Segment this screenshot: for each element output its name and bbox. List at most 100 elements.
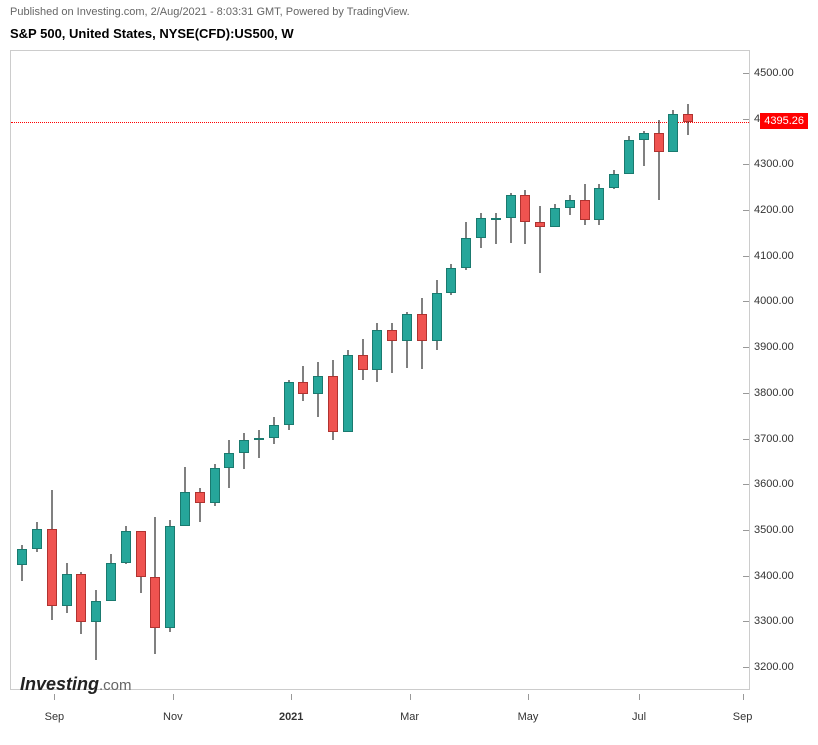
candlestick[interactable] bbox=[358, 51, 368, 691]
candlestick[interactable] bbox=[387, 51, 397, 691]
candlestick-body bbox=[550, 208, 560, 227]
candlestick[interactable] bbox=[62, 51, 72, 691]
y-axis-label: 4300.00 bbox=[754, 158, 810, 170]
candlestick-body bbox=[343, 355, 353, 432]
candlestick[interactable] bbox=[609, 51, 619, 691]
y-axis-tick bbox=[743, 393, 749, 394]
candlestick-wick bbox=[258, 430, 259, 457]
x-axis-label: 2021 bbox=[279, 711, 303, 723]
candlestick-body bbox=[535, 222, 545, 227]
y-axis-tick bbox=[743, 667, 749, 668]
candlestick-body bbox=[491, 218, 501, 220]
candlestick[interactable] bbox=[654, 51, 664, 691]
candlestick[interactable] bbox=[284, 51, 294, 691]
candlestick-body bbox=[165, 526, 175, 628]
candlestick[interactable] bbox=[417, 51, 427, 691]
chart-plot-area[interactable] bbox=[10, 50, 750, 690]
candlestick-body bbox=[328, 376, 338, 432]
candlestick[interactable] bbox=[372, 51, 382, 691]
candlestick[interactable] bbox=[224, 51, 234, 691]
candlestick[interactable] bbox=[239, 51, 249, 691]
candlestick-body bbox=[358, 355, 368, 371]
candlestick[interactable] bbox=[402, 51, 412, 691]
x-axis-label: Nov bbox=[163, 711, 183, 723]
candlestick[interactable] bbox=[269, 51, 279, 691]
candlestick[interactable] bbox=[210, 51, 220, 691]
candlestick[interactable] bbox=[343, 51, 353, 691]
candlestick[interactable] bbox=[313, 51, 323, 691]
candlestick-body bbox=[639, 133, 649, 140]
candlestick-wick bbox=[658, 120, 659, 200]
candlestick[interactable] bbox=[520, 51, 530, 691]
y-axis-label: 3900.00 bbox=[754, 341, 810, 353]
candlestick[interactable] bbox=[432, 51, 442, 691]
x-axis-label: Mar bbox=[400, 711, 419, 723]
candlestick[interactable] bbox=[106, 51, 116, 691]
candlestick[interactable] bbox=[491, 51, 501, 691]
candlestick[interactable] bbox=[121, 51, 131, 691]
candlestick[interactable] bbox=[668, 51, 678, 691]
candlestick-body bbox=[269, 425, 279, 438]
candlestick-body bbox=[62, 574, 72, 606]
candlestick-body bbox=[624, 140, 634, 174]
y-axis-label: 3700.00 bbox=[754, 433, 810, 445]
candlestick[interactable] bbox=[328, 51, 338, 691]
candlestick[interactable] bbox=[639, 51, 649, 691]
y-axis-label: 4200.00 bbox=[754, 204, 810, 216]
y-axis-label: 4500.00 bbox=[754, 67, 810, 79]
watermark-brand: Investing bbox=[20, 674, 99, 694]
candlestick[interactable] bbox=[47, 51, 57, 691]
y-axis-tick bbox=[743, 119, 749, 120]
candlestick[interactable] bbox=[165, 51, 175, 691]
candlestick[interactable] bbox=[476, 51, 486, 691]
candlestick[interactable] bbox=[506, 51, 516, 691]
candlestick[interactable] bbox=[136, 51, 146, 691]
candlestick[interactable] bbox=[446, 51, 456, 691]
candlestick[interactable] bbox=[76, 51, 86, 691]
candlestick[interactable] bbox=[17, 51, 27, 691]
x-axis-tick bbox=[291, 694, 292, 700]
watermark-logo: Investing.com bbox=[20, 674, 132, 695]
candlestick[interactable] bbox=[195, 51, 205, 691]
candlestick[interactable] bbox=[461, 51, 471, 691]
current-price-label: 4395.26 bbox=[760, 113, 808, 129]
candlestick-body bbox=[506, 195, 516, 218]
candlestick-body bbox=[580, 200, 590, 221]
y-axis-label: 3500.00 bbox=[754, 524, 810, 536]
y-axis-tick bbox=[743, 347, 749, 348]
candlestick-body bbox=[683, 114, 693, 122]
x-axis-label: Jul bbox=[632, 711, 646, 723]
candlestick[interactable] bbox=[624, 51, 634, 691]
candlestick-body bbox=[654, 133, 664, 151]
candlestick-body bbox=[150, 577, 160, 629]
candlestick[interactable] bbox=[254, 51, 264, 691]
candlestick-body bbox=[91, 601, 101, 622]
y-axis-tick bbox=[743, 576, 749, 577]
candlestick[interactable] bbox=[594, 51, 604, 691]
y-axis-tick bbox=[743, 210, 749, 211]
candlestick[interactable] bbox=[298, 51, 308, 691]
y-axis-label: 3400.00 bbox=[754, 570, 810, 582]
candlestick-body bbox=[461, 238, 471, 268]
candlestick[interactable] bbox=[535, 51, 545, 691]
candlestick-body bbox=[476, 218, 486, 239]
candlestick[interactable] bbox=[180, 51, 190, 691]
candlestick[interactable] bbox=[683, 51, 693, 691]
candlestick[interactable] bbox=[565, 51, 575, 691]
y-axis-tick bbox=[743, 484, 749, 485]
x-axis: SepNov2021MarMayJulSep bbox=[10, 693, 750, 733]
chart-container: Published on Investing.com, 2/Aug/2021 -… bbox=[0, 0, 818, 745]
y-axis-label: 4000.00 bbox=[754, 295, 810, 307]
x-axis-label: May bbox=[518, 711, 539, 723]
y-axis-tick bbox=[743, 256, 749, 257]
candlestick-body bbox=[284, 382, 294, 425]
candlestick-body bbox=[224, 453, 234, 468]
candlestick[interactable] bbox=[150, 51, 160, 691]
candlestick[interactable] bbox=[32, 51, 42, 691]
x-axis-tick bbox=[639, 694, 640, 700]
x-axis-tick bbox=[743, 694, 744, 700]
candlestick[interactable] bbox=[550, 51, 560, 691]
candlestick[interactable] bbox=[91, 51, 101, 691]
candlestick[interactable] bbox=[580, 51, 590, 691]
watermark-suffix: .com bbox=[99, 677, 132, 694]
